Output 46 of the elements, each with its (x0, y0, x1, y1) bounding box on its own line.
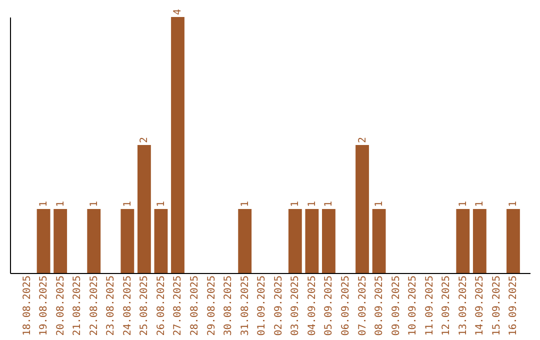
data-label: 1 (156, 200, 167, 207)
x-tick-label: 02.09.2025 (273, 276, 284, 336)
data-label: 1 (55, 200, 66, 207)
x-tick-label: 05.09.2025 (324, 276, 335, 336)
x-tick-label: 14.09.2025 (474, 276, 486, 336)
data-label: 1 (240, 200, 251, 207)
x-tick-label: 13.09.2025 (458, 276, 469, 336)
x-tick-label: 27.08.2025 (172, 276, 184, 336)
data-label: 2 (357, 136, 368, 143)
data-label: 1 (38, 200, 50, 207)
x-tick-label: 19.08.2025 (38, 276, 50, 336)
data-label: 1 (458, 200, 469, 207)
x-tick-label: 12.09.2025 (441, 276, 452, 336)
x-tick-label: 09.09.2025 (390, 276, 402, 336)
data-label: 1 (290, 200, 302, 207)
x-tick-label: 07.09.2025 (357, 276, 368, 336)
x-tick-label: 25.08.2025 (139, 276, 150, 336)
data-label: 1 (88, 200, 100, 207)
data-label: 1 (122, 200, 134, 207)
x-tick-label: 16.09.2025 (508, 276, 520, 336)
x-tick-label: 04.09.2025 (306, 276, 318, 336)
x-tick-label: 15.09.2025 (491, 276, 502, 336)
x-tick-label: 31.08.2025 (240, 276, 251, 336)
data-label: 1 (306, 200, 318, 207)
x-tick-label: 24.08.2025 (122, 276, 134, 336)
data-label: 2 (139, 136, 150, 143)
x-tick-label: 08.09.2025 (374, 276, 386, 336)
x-tick-label: 10.09.2025 (408, 276, 419, 336)
x-tick-label: 01.09.2025 (256, 276, 268, 336)
x-tick-label: 28.08.2025 (190, 276, 201, 336)
x-tick-label: 06.09.2025 (340, 276, 352, 336)
x-tick-label: 29.08.2025 (206, 276, 218, 336)
x-tick-label: 20.08.2025 (55, 276, 66, 336)
x-tick-label: 18.08.2025 (22, 276, 33, 336)
data-label: 4 (172, 8, 184, 15)
x-tick-label: 03.09.2025 (290, 276, 302, 336)
x-tick-label: 30.08.2025 (223, 276, 234, 336)
x-tick-label: 22.08.2025 (88, 276, 100, 336)
data-label: 1 (474, 200, 486, 207)
x-tick-label: 11.09.2025 (424, 276, 436, 336)
x-tick-label: 21.08.2025 (72, 276, 84, 336)
data-label: 1 (374, 200, 386, 207)
data-label: 1 (324, 200, 335, 207)
x-tick-label: 26.08.2025 (156, 276, 167, 336)
data-label: 1 (508, 200, 520, 207)
x-tick-label: 23.08.2025 (106, 276, 117, 336)
